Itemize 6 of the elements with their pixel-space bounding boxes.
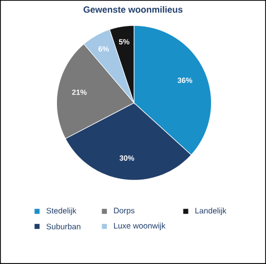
- chart-title: Gewenste woonmilieus: [84, 6, 182, 13]
- legend-label: Landelijk: [195, 208, 226, 216]
- legend-label: Stedelijk: [46, 208, 76, 216]
- legend-label: Dorps: [114, 208, 134, 215]
- legend-label: Luxe woonwijk: [114, 222, 166, 230]
- legend-label: Suburban: [46, 223, 80, 230]
